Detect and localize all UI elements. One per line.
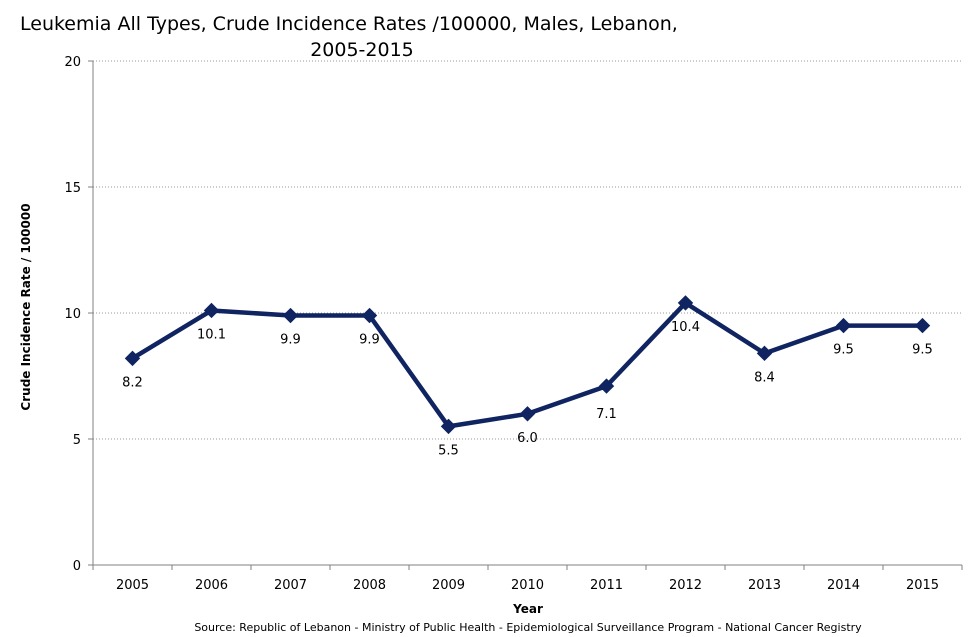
y-tick-label: 5 <box>73 433 81 448</box>
data-point-marker <box>124 350 141 367</box>
x-tick-label: 2006 <box>195 578 228 593</box>
y-axis-title: Crude Incidence Rate / 100000 <box>19 203 33 410</box>
source-note: Source: Republic of Lebanon - Ministry o… <box>194 621 862 634</box>
data-point-marker <box>677 295 694 311</box>
data-label: 9.9 <box>280 333 301 348</box>
data-point-marker <box>440 418 457 435</box>
data-label: 9.5 <box>912 343 933 358</box>
x-tick-label: 2007 <box>274 578 307 593</box>
chart-title-line-2: 2005-2015 <box>310 39 414 61</box>
data-label: 10.1 <box>197 327 226 342</box>
data-labels: 8.2 10.1 9.9 9.9 5.5 6.0 7.1 10.4 8.4 9.5 9.5 <box>122 320 933 458</box>
data-point-marker <box>203 302 220 319</box>
x-tick-label: 2008 <box>353 578 386 593</box>
data-label: 7.1 <box>596 407 617 422</box>
data-point-marker <box>598 378 615 394</box>
y-tick-label: 20 <box>64 55 81 70</box>
x-tick-label: 2005 <box>116 578 149 593</box>
y-tick-label: 10 <box>64 307 81 322</box>
data-point-marker <box>519 406 536 422</box>
x-axis-ticks: 2005 2006 2007 2008 2009 2010 2011 2012 2013 2014… <box>92 565 963 593</box>
y-tick-label: 0 <box>73 559 81 574</box>
data-label: 8.4 <box>754 370 775 385</box>
data-label: 10.4 <box>671 320 700 335</box>
x-tick-label: 2015 <box>906 578 939 593</box>
data-label: 9.5 <box>833 343 854 358</box>
data-label: 6.0 <box>517 431 538 446</box>
x-tick-label: 2009 <box>432 578 465 593</box>
y-axis-ticks: 0 5 10 15 20 <box>64 55 93 574</box>
data-point-marker <box>361 307 378 324</box>
data-point-marker <box>914 317 931 334</box>
data-label: 9.9 <box>359 333 380 348</box>
x-tick-label: 2011 <box>590 578 623 593</box>
chart-title-line-1: Leukemia All Types, Crude Incidence Rate… <box>20 13 678 35</box>
gridlines <box>93 60 962 440</box>
x-tick-label: 2014 <box>827 578 860 593</box>
x-tick-label: 2010 <box>511 578 544 593</box>
data-label: 5.5 <box>438 443 459 458</box>
data-point-marker <box>835 317 852 334</box>
x-tick-label: 2013 <box>748 578 781 593</box>
x-axis-title: Year <box>512 602 543 616</box>
y-tick-label: 15 <box>64 181 81 196</box>
data-point-marker <box>756 345 773 362</box>
x-tick-label: 2012 <box>669 578 702 593</box>
data-label: 8.2 <box>122 375 143 390</box>
data-point-marker <box>282 307 299 324</box>
series-markers <box>124 295 931 435</box>
